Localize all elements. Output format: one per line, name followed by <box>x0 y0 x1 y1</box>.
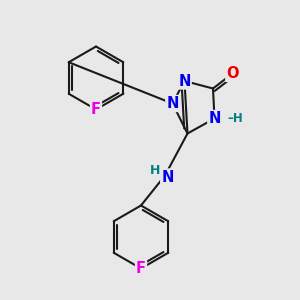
Text: F: F <box>136 261 146 276</box>
Text: N: N <box>178 74 191 88</box>
Text: –H: –H <box>227 112 243 125</box>
Text: N: N <box>208 111 221 126</box>
Text: O: O <box>226 66 239 81</box>
Text: H: H <box>150 164 161 177</box>
Text: N: N <box>166 96 179 111</box>
Text: F: F <box>91 102 101 117</box>
Text: N: N <box>161 169 174 184</box>
